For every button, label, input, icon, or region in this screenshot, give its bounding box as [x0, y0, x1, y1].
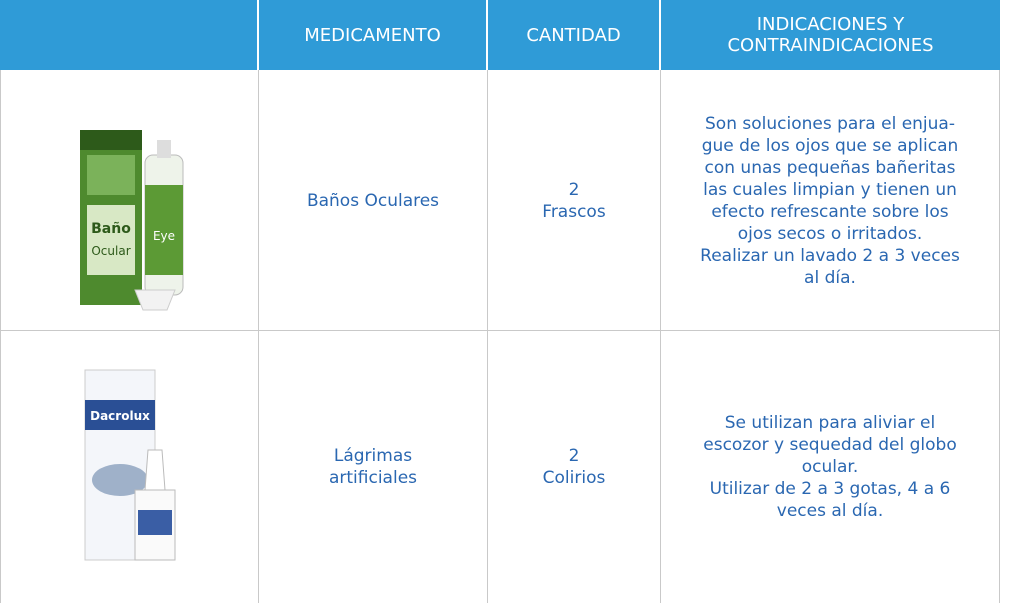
- cell: Son soluciones para el enjua- gue de los…: [661, 71, 999, 330]
- border: [999, 70, 1000, 603]
- border: [487, 70, 488, 603]
- border: [0, 330, 1000, 331]
- header-cell: MEDICAMENTO: [259, 0, 486, 70]
- cell-text: Frascos: [542, 201, 606, 222]
- cell-text: las cuales limpian y tienen un: [703, 179, 957, 200]
- cell-text: veces al día.: [776, 501, 884, 521]
- cell-text: Se utilizan para aliviar el: [724, 413, 936, 433]
- header-separator: [659, 0, 661, 70]
- header-text: CONTRAINDICACIONES: [727, 35, 934, 56]
- header-separator: [486, 0, 488, 70]
- svg-text:Baño: Baño: [91, 221, 131, 237]
- cell: Baños Oculares: [259, 71, 487, 330]
- cell-text: Colirios: [542, 468, 606, 488]
- header-cell: CANTIDAD: [488, 0, 659, 70]
- header-text: CANTIDAD: [526, 24, 621, 46]
- cell: 2 Colirios: [488, 331, 660, 603]
- product-image: Baño Ocular Eye: [80, 130, 184, 311]
- cell: 2 Frascos: [488, 71, 660, 330]
- product-image: Dacrolux: [84, 369, 176, 561]
- svg-text:Eye: Eye: [153, 229, 175, 243]
- header-bar: [0, 0, 1000, 70]
- border: [258, 70, 259, 603]
- cell-text: ojos secos o irritados.: [737, 223, 923, 244]
- cell-text: Lágrimas: [333, 446, 413, 466]
- svg-text:Ocular: Ocular: [91, 244, 130, 258]
- cell-text: Son soluciones para el enjua-: [705, 113, 955, 134]
- svg-text:Dacrolux: Dacrolux: [90, 409, 150, 423]
- cell: Lágrimas artificiales: [259, 331, 487, 603]
- border: [660, 70, 661, 603]
- cell-text: Realizar un lavado 2 a 3 veces: [700, 245, 960, 266]
- border: [0, 70, 1, 603]
- cell-text: al día.: [804, 267, 856, 288]
- cell-text: artificiales: [328, 468, 418, 488]
- cell: Se utilizan para aliviar el escozor y se…: [661, 331, 999, 603]
- cell-text: Utilizar de 2 a 3 gotas, 4 a 6: [709, 479, 951, 499]
- cell-text: ocular.: [801, 457, 859, 477]
- header-cell: INDICACIONES Y CONTRAINDICACIONES: [661, 0, 1000, 70]
- header-text: MEDICAMENTO: [304, 24, 441, 46]
- cell-text: con unas pequeñas bañeritas: [704, 157, 956, 178]
- cell-text: efecto refrescante sobre los: [711, 201, 949, 222]
- cell-text: 2: [568, 446, 580, 466]
- header-separator: [257, 0, 259, 70]
- cell-text: 2: [568, 179, 580, 200]
- cell-text: gue de los ojos que se aplican: [701, 135, 959, 156]
- header-text: INDICACIONES Y: [756, 14, 905, 35]
- cell-text: Baños Oculares: [306, 190, 440, 211]
- cell-text: escozor y sequedad del globo: [703, 435, 957, 455]
